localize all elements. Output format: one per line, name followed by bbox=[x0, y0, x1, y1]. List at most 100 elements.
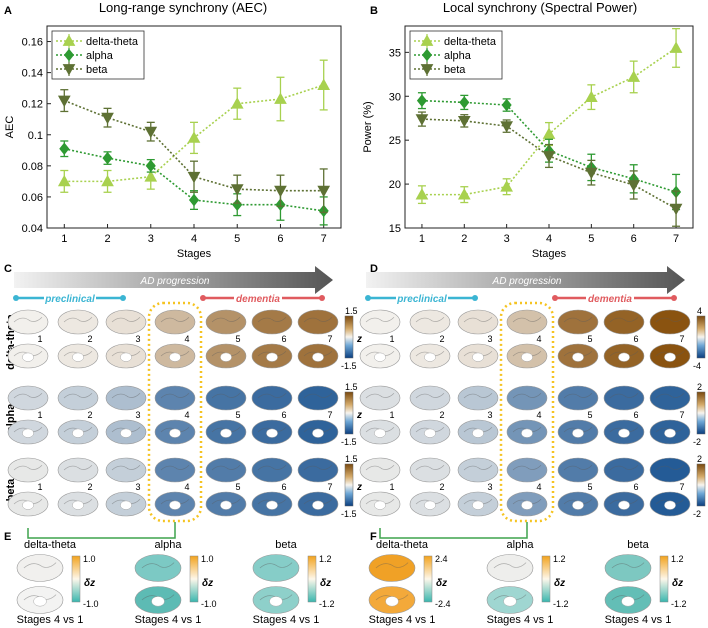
sulcus bbox=[211, 392, 241, 399]
brain-surface bbox=[134, 554, 182, 582]
brain-surface bbox=[251, 457, 293, 483]
contrast-title: beta bbox=[275, 539, 297, 551]
brain-medial bbox=[506, 419, 548, 445]
sulcus bbox=[257, 392, 287, 399]
series-beta bbox=[415, 111, 683, 227]
brain-medial bbox=[154, 491, 196, 517]
stage-number: 4 bbox=[536, 334, 541, 344]
chart-a: 0.04 0.06 0.08 0.1 0.12 0.14 0.16 1 2 3 4 5 6 7 Stages… bbox=[4, 25, 342, 260]
data-point bbox=[274, 92, 287, 104]
brain-medial bbox=[409, 491, 451, 517]
medial-wall bbox=[472, 500, 484, 510]
brain-medial bbox=[105, 343, 147, 369]
contrast-colorbar bbox=[541, 555, 551, 603]
brain-surface bbox=[205, 385, 247, 411]
medial-wall bbox=[220, 500, 232, 510]
colorbar-max: 1.5 bbox=[345, 454, 358, 464]
brain-surface bbox=[297, 385, 339, 411]
contrast-colorbar-min: -2.4 bbox=[435, 599, 451, 609]
brain-surface bbox=[154, 385, 196, 411]
panel-b-title: Local synchrony (Spectral Power) bbox=[443, 0, 637, 15]
data-point bbox=[317, 185, 331, 198]
x-tick-label: 6 bbox=[277, 233, 283, 245]
dementia-bar-end bbox=[200, 295, 206, 301]
brain-medial bbox=[251, 419, 293, 445]
contrast-colorbar-min: -1.0 bbox=[201, 599, 217, 609]
contrast-title: delta-theta bbox=[376, 539, 429, 551]
brain-lateral bbox=[105, 309, 147, 335]
brain-medial bbox=[557, 491, 599, 517]
sulcus bbox=[609, 392, 639, 399]
brain-surface bbox=[251, 309, 293, 335]
brain-medial bbox=[154, 419, 196, 445]
stage-number: 5 bbox=[235, 334, 240, 344]
stage-number: 2 bbox=[87, 482, 92, 492]
preclinical-label-bg bbox=[44, 291, 96, 305]
stage-number: 3 bbox=[487, 482, 492, 492]
series-delta-theta bbox=[57, 59, 331, 193]
colorbar-min: -1.5 bbox=[341, 437, 357, 447]
y-tick-label: 15 bbox=[389, 223, 401, 235]
brain-lateral bbox=[105, 385, 147, 411]
brain-surface bbox=[557, 385, 599, 411]
brain-lateral bbox=[252, 554, 300, 582]
colorbar-max: 2 bbox=[697, 454, 702, 464]
contrast-caption: Stages 4 vs 1 bbox=[17, 614, 84, 626]
medial-wall bbox=[269, 596, 283, 607]
contrast-title: alpha bbox=[155, 539, 183, 551]
contrast-colorbar-min: -1.2 bbox=[553, 599, 569, 609]
stage-number: 4 bbox=[536, 410, 541, 420]
brain-surface bbox=[457, 457, 499, 483]
contrast-colorbar-max: 1.2 bbox=[319, 554, 332, 564]
contrast-colorbar bbox=[423, 555, 433, 603]
brain-lateral bbox=[134, 554, 182, 582]
brain-medial bbox=[251, 491, 293, 517]
brain-medial bbox=[368, 586, 416, 614]
brain-medial bbox=[297, 343, 339, 369]
data-point bbox=[501, 98, 512, 112]
brain-surface bbox=[557, 457, 599, 483]
brain-surface bbox=[205, 457, 247, 483]
data-point bbox=[542, 127, 556, 139]
stage-number: 1 bbox=[37, 334, 42, 344]
stage-number: 6 bbox=[281, 334, 286, 344]
legend: delta-theta alpha beta bbox=[409, 30, 503, 80]
legend-marker bbox=[62, 64, 76, 76]
preclinical-label-bg bbox=[396, 291, 448, 305]
brain-medial bbox=[7, 491, 49, 517]
stage-number: 7 bbox=[679, 482, 684, 492]
brain-medial bbox=[205, 343, 247, 369]
data-point bbox=[416, 94, 427, 107]
contrast-dz-label: δz bbox=[202, 578, 213, 589]
brain-lateral bbox=[649, 457, 691, 483]
brain-lateral bbox=[297, 385, 339, 411]
stage-number: 1 bbox=[389, 482, 394, 492]
stage-number: 3 bbox=[135, 410, 140, 420]
medial-wall bbox=[22, 352, 34, 362]
brain-surface bbox=[16, 554, 64, 582]
brain-surface bbox=[252, 554, 300, 582]
medial-wall bbox=[472, 428, 484, 438]
contrast-dz-label: δz bbox=[320, 578, 331, 589]
brain-lateral bbox=[457, 385, 499, 411]
medial-wall bbox=[472, 352, 484, 362]
x-axis-label: Stages bbox=[532, 248, 567, 260]
stage-number: 6 bbox=[633, 482, 638, 492]
x-tick-label: 4 bbox=[191, 233, 197, 245]
legend-label: alpha bbox=[444, 50, 472, 62]
medial-wall bbox=[503, 596, 517, 607]
stage-number: 3 bbox=[135, 482, 140, 492]
medial-wall bbox=[22, 500, 34, 510]
medial-wall bbox=[618, 500, 630, 510]
stage-number: 5 bbox=[587, 482, 592, 492]
brain-medial bbox=[154, 343, 196, 369]
colorbar-z-label: z bbox=[356, 334, 362, 345]
comparison-bracket bbox=[379, 522, 528, 539]
medial-wall bbox=[22, 428, 34, 438]
stage4-highlight bbox=[147, 301, 203, 523]
stage-number: 7 bbox=[327, 482, 332, 492]
data-point bbox=[415, 114, 429, 126]
contrast-dz-label: δz bbox=[84, 578, 95, 589]
brain-surface bbox=[506, 385, 548, 411]
sulcus bbox=[463, 392, 493, 399]
